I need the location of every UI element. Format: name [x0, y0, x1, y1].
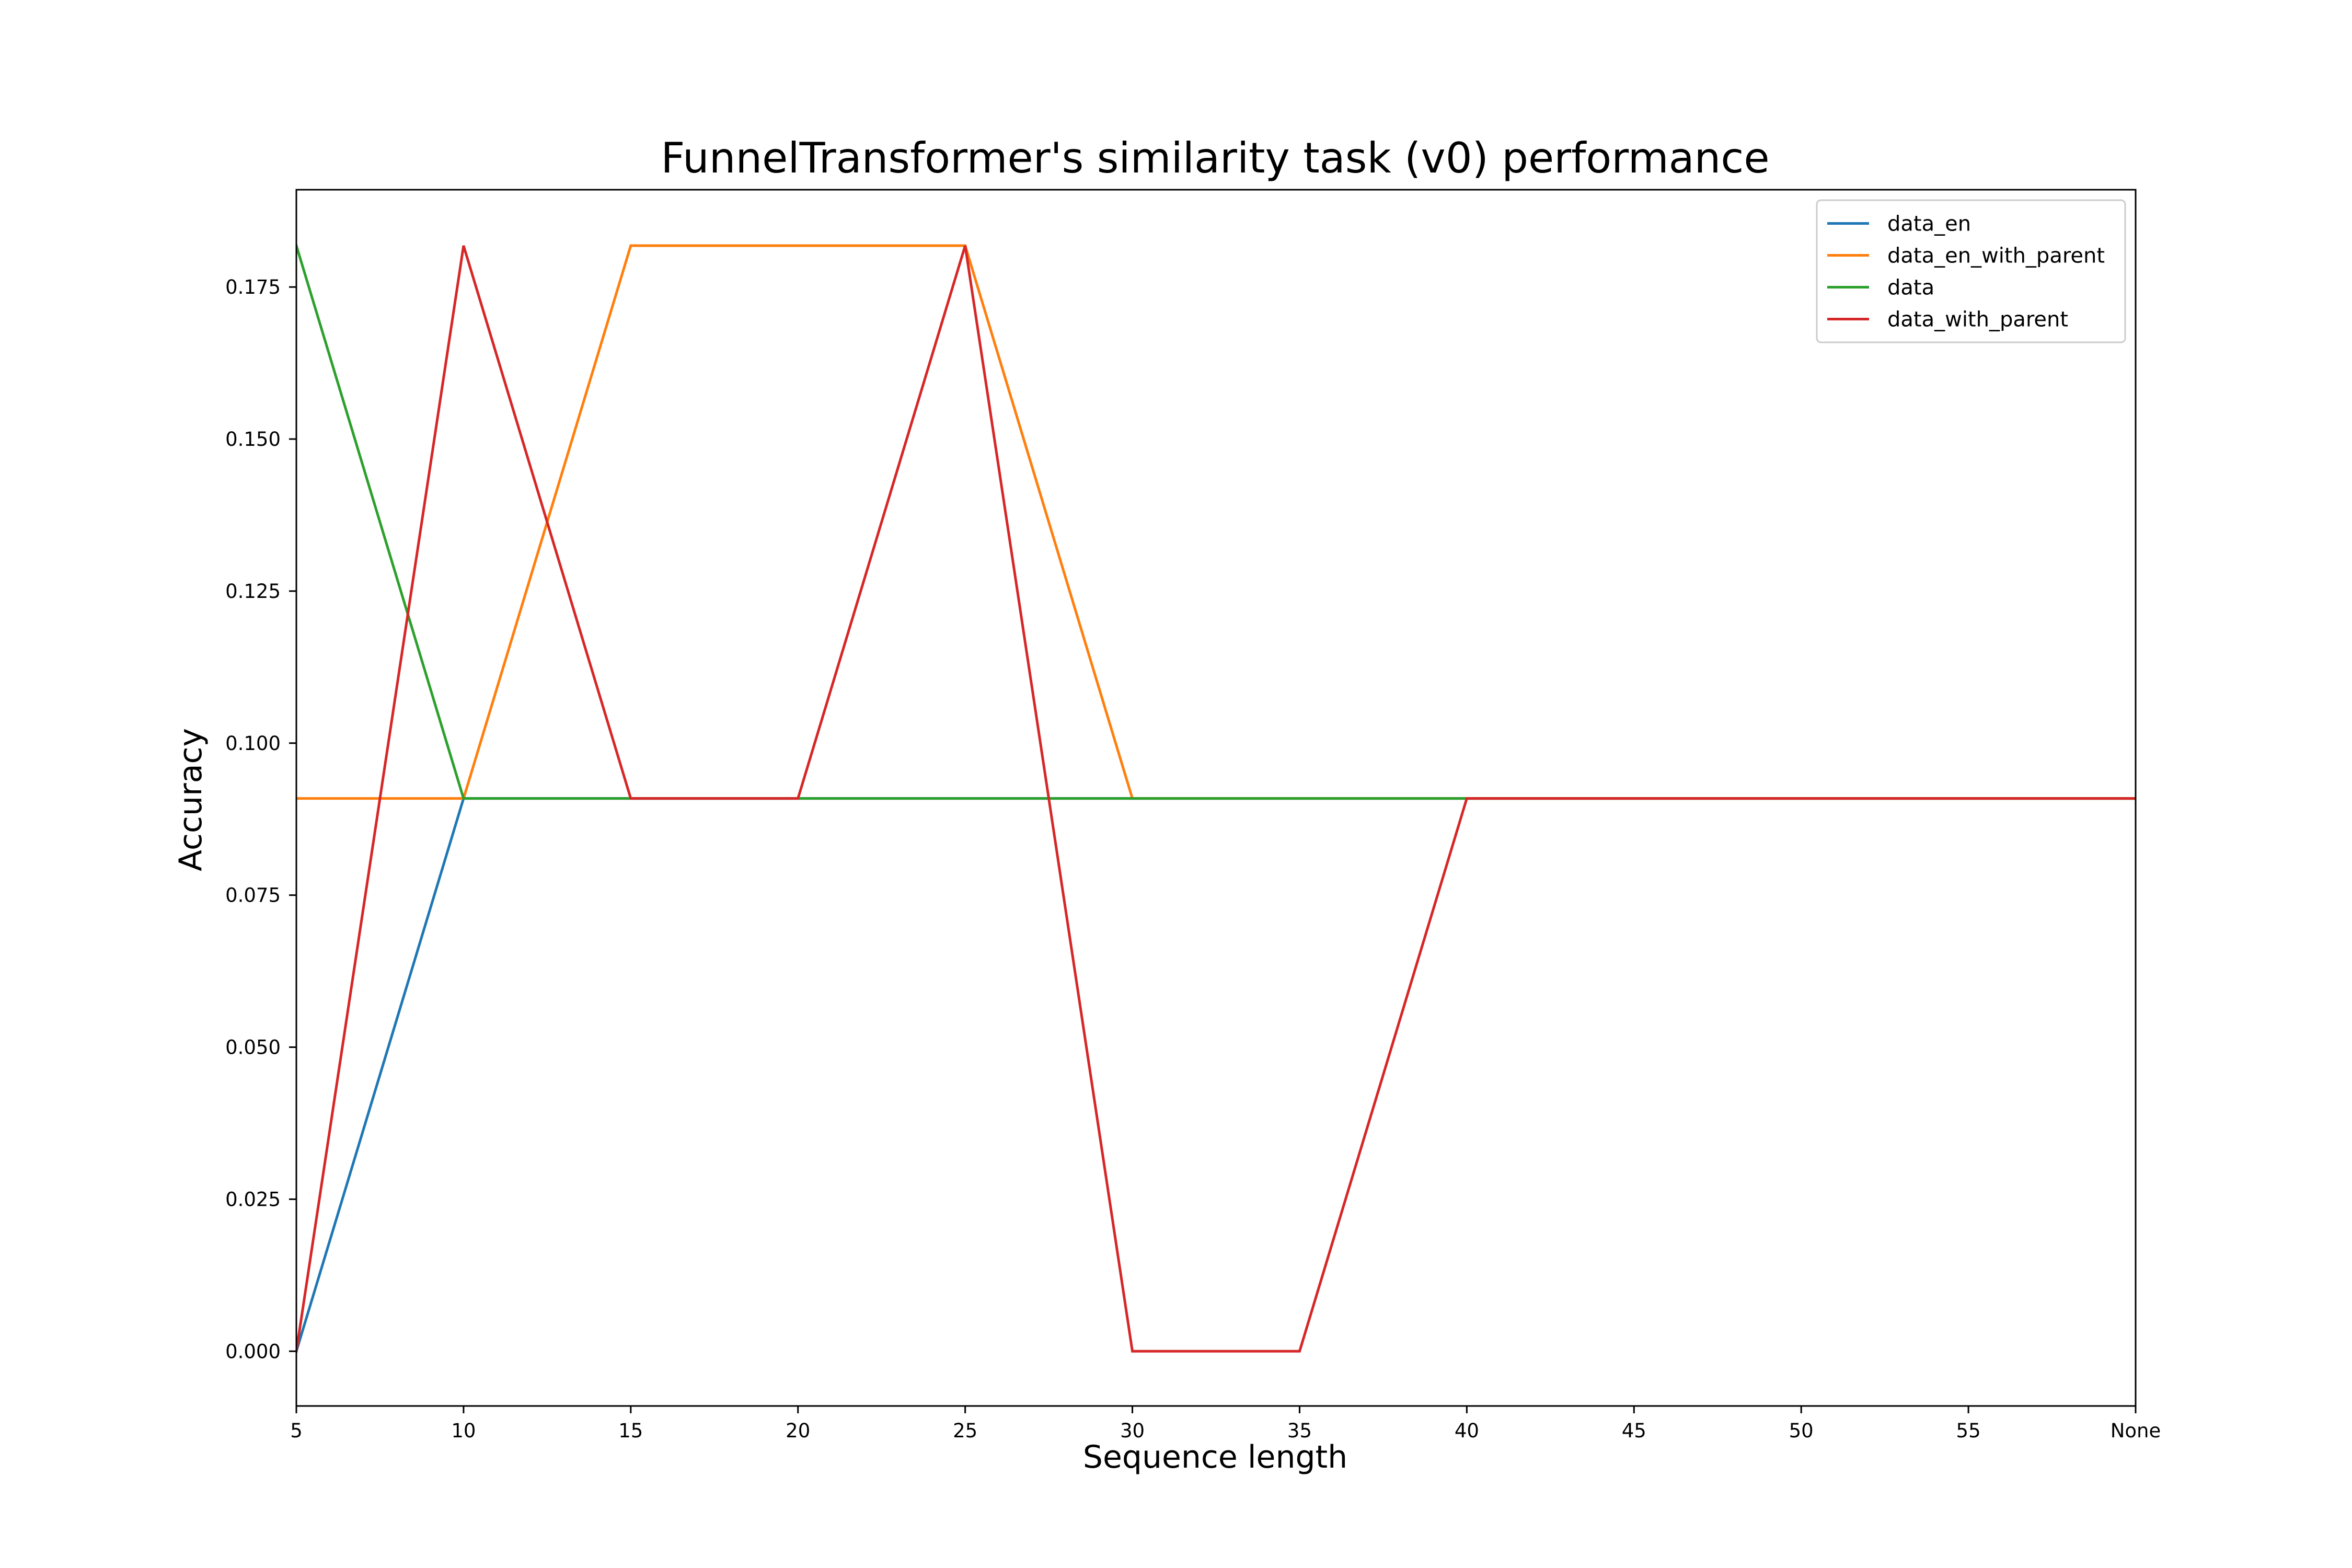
legend-label: data_en — [1887, 212, 1971, 236]
x-tick-label: 40 — [1455, 1420, 1479, 1442]
x-tick-label: 15 — [618, 1420, 643, 1442]
y-tick-label: 0.150 — [225, 428, 281, 451]
series-line-data-with-parent — [296, 245, 2136, 1353]
y-tick-label: 0.100 — [225, 732, 281, 755]
x-tick-label: 5 — [290, 1420, 303, 1442]
x-tick-label: 35 — [1287, 1420, 1312, 1442]
x-tick-label: 30 — [1120, 1420, 1145, 1442]
y-axis-title: Accuracy — [172, 728, 209, 871]
axes: 5 10 15 20 25 30 35 40 45 50 55 None 0.000 0.025 0.050… — [225, 189, 2161, 1442]
x-tick-label: 20 — [786, 1420, 810, 1442]
y-tick-label: 0.025 — [225, 1188, 281, 1210]
x-tick-label: 25 — [953, 1420, 977, 1442]
x-tick-label: 10 — [451, 1420, 476, 1442]
y-tick-label: 0.175 — [225, 276, 281, 298]
legend-label: data — [1887, 276, 1934, 300]
x-tick-label: None — [2111, 1420, 2161, 1442]
x-tick-label: 45 — [1622, 1420, 1646, 1442]
x-axis-title: Sequence length — [1083, 1439, 1347, 1475]
y-tick-label: 0.000 — [225, 1340, 281, 1363]
legend-box — [1816, 199, 2126, 343]
legend-label: data_en_with_parent — [1887, 244, 2105, 268]
y-tick-label: 0.125 — [225, 580, 281, 603]
x-tick-label: 55 — [1956, 1420, 1981, 1442]
legend-label: data_with_parent — [1887, 308, 2068, 332]
plot-frame — [295, 189, 2137, 1407]
x-tick-label: 50 — [1789, 1420, 1814, 1442]
y-tick-label: 0.050 — [225, 1036, 281, 1059]
series-lines — [296, 244, 2136, 1353]
chart-title: FunnelTransformer's similarity task (v0)… — [661, 134, 1769, 182]
y-tick-label: 0.075 — [225, 884, 281, 907]
